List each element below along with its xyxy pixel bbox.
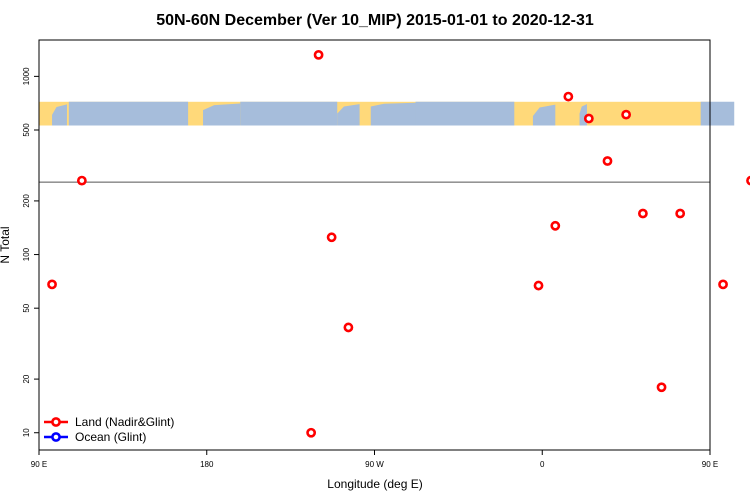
data-point (326, 232, 337, 243)
data-point (313, 49, 324, 60)
x-tick-label: 90 W (365, 460, 384, 469)
y-tick-label: 1000 (22, 67, 31, 85)
data-point (675, 208, 686, 219)
map-ocean (700, 101, 735, 126)
y-axis: 10 20 50 100 200 500 1000 (22, 67, 39, 437)
map-ocean (337, 104, 360, 126)
x-tick-label: 90 E (31, 460, 47, 469)
x-tick-label: 90 E (702, 460, 718, 469)
chart-title: 50N-60N December (Ver 10_MIP) 2015-01-01… (156, 12, 594, 29)
map-strip (39, 101, 735, 126)
x-axis-label: Longitude (deg E) (327, 477, 422, 491)
map-ocean (203, 103, 241, 126)
legend: Land (Nadir&Glint)Ocean (Glint) (44, 415, 174, 444)
map-ocean (370, 102, 416, 126)
x-axis: 90 E 180 90 W 0 90 E (31, 450, 718, 469)
data-point (76, 175, 87, 186)
data-point (306, 427, 317, 438)
data-point (533, 280, 544, 291)
data-point (656, 382, 667, 393)
map-ocean (52, 104, 67, 126)
y-tick-label: 500 (22, 123, 31, 137)
data-point (550, 220, 561, 231)
legend-label: Ocean (Glint) (75, 430, 146, 444)
map-ocean (240, 101, 338, 126)
y-axis-label: N Total (0, 226, 12, 263)
y-tick-label: 100 (22, 247, 31, 261)
data-point (746, 175, 750, 186)
plot-frame (38, 39, 711, 451)
data-point (563, 91, 574, 102)
data-point (602, 156, 613, 166)
data-point (718, 279, 728, 290)
map-ocean (68, 101, 189, 126)
map-ocean (532, 104, 556, 126)
legend-marker (51, 432, 61, 442)
data-point (343, 322, 354, 333)
data-point (47, 279, 57, 290)
legend-marker (51, 417, 61, 427)
data-point (638, 208, 648, 219)
y-tick-label: 10 (22, 428, 31, 437)
y-tick-label: 20 (22, 374, 31, 383)
x-tick-label: 0 (540, 460, 545, 469)
data-point (583, 113, 594, 124)
y-tick-label: 200 (22, 194, 31, 208)
data-point (621, 109, 632, 120)
legend-label: Land (Nadir&Glint) (75, 415, 174, 429)
y-tick-label: 50 (22, 303, 31, 312)
map-ocean (415, 101, 515, 126)
data-points (47, 49, 750, 438)
x-tick-label: 180 (200, 460, 214, 469)
